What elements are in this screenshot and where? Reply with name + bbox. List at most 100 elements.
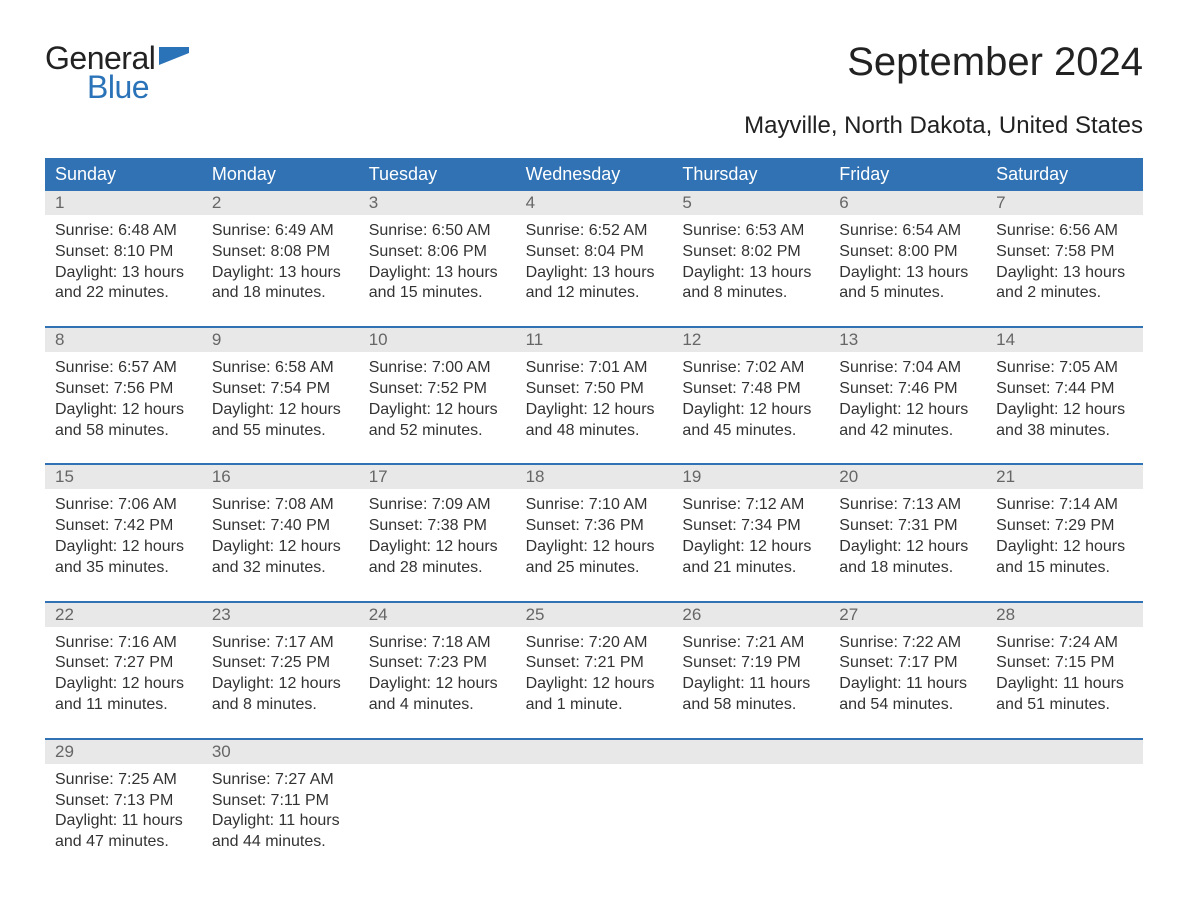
daylight-line-1: Daylight: 13 hours [526, 263, 663, 284]
calendar-cell: 27Sunrise: 7:22 AMSunset: 7:17 PMDayligh… [829, 603, 986, 720]
daylight-line-1: Daylight: 11 hours [996, 674, 1133, 695]
sunrise-line: Sunrise: 7:25 AM [55, 770, 192, 791]
logo: General Blue [45, 40, 189, 106]
sunrise-line: Sunrise: 6:49 AM [212, 221, 349, 242]
cell-body: Sunrise: 6:52 AMSunset: 8:04 PMDaylight:… [516, 215, 673, 308]
calendar-cell: 30Sunrise: 7:27 AMSunset: 7:11 PMDayligh… [202, 740, 359, 857]
daylight-line-2: and 8 minutes. [212, 695, 349, 716]
empty-day-number [829, 740, 986, 764]
sunrise-line: Sunrise: 7:16 AM [55, 633, 192, 654]
day-header-row: SundayMondayTuesdayWednesdayThursdayFrid… [45, 158, 1143, 191]
calendar-cell: 29Sunrise: 7:25 AMSunset: 7:13 PMDayligh… [45, 740, 202, 857]
daylight-line-1: Daylight: 13 hours [996, 263, 1133, 284]
cell-body: Sunrise: 6:58 AMSunset: 7:54 PMDaylight:… [202, 352, 359, 445]
day-header-cell: Monday [202, 158, 359, 191]
sunset-line: Sunset: 7:11 PM [212, 791, 349, 812]
day-number: 9 [202, 328, 359, 352]
daylight-line-1: Daylight: 12 hours [212, 537, 349, 558]
calendar-cell: 16Sunrise: 7:08 AMSunset: 7:40 PMDayligh… [202, 465, 359, 582]
calendar-cell: 3Sunrise: 6:50 AMSunset: 8:06 PMDaylight… [359, 191, 516, 308]
daylight-line-2: and 8 minutes. [682, 283, 819, 304]
sunrise-line: Sunrise: 7:22 AM [839, 633, 976, 654]
daylight-line-2: and 1 minute. [526, 695, 663, 716]
daylight-line-1: Daylight: 12 hours [212, 674, 349, 695]
day-number: 18 [516, 465, 673, 489]
sunset-line: Sunset: 7:15 PM [996, 653, 1133, 674]
sunset-line: Sunset: 7:13 PM [55, 791, 192, 812]
cell-body: Sunrise: 7:25 AMSunset: 7:13 PMDaylight:… [45, 764, 202, 857]
day-number: 24 [359, 603, 516, 627]
day-number: 15 [45, 465, 202, 489]
daylight-line-2: and 2 minutes. [996, 283, 1133, 304]
calendar-cell: 9Sunrise: 6:58 AMSunset: 7:54 PMDaylight… [202, 328, 359, 445]
daylight-line-1: Daylight: 13 hours [212, 263, 349, 284]
day-number: 16 [202, 465, 359, 489]
day-number: 26 [672, 603, 829, 627]
sunrise-line: Sunrise: 6:48 AM [55, 221, 192, 242]
daylight-line-2: and 18 minutes. [212, 283, 349, 304]
sunrise-line: Sunrise: 7:09 AM [369, 495, 506, 516]
cell-body: Sunrise: 7:10 AMSunset: 7:36 PMDaylight:… [516, 489, 673, 582]
day-number: 4 [516, 191, 673, 215]
daylight-line-1: Daylight: 12 hours [526, 537, 663, 558]
calendar-cell: 10Sunrise: 7:00 AMSunset: 7:52 PMDayligh… [359, 328, 516, 445]
day-number: 10 [359, 328, 516, 352]
sunrise-line: Sunrise: 7:08 AM [212, 495, 349, 516]
calendar-cell [829, 740, 986, 857]
sunset-line: Sunset: 7:56 PM [55, 379, 192, 400]
sunrise-line: Sunrise: 7:06 AM [55, 495, 192, 516]
cell-body: Sunrise: 7:21 AMSunset: 7:19 PMDaylight:… [672, 627, 829, 720]
daylight-line-1: Daylight: 12 hours [369, 537, 506, 558]
daylight-line-1: Daylight: 12 hours [526, 674, 663, 695]
cell-body: Sunrise: 6:53 AMSunset: 8:02 PMDaylight:… [672, 215, 829, 308]
daylight-line-1: Daylight: 11 hours [839, 674, 976, 695]
sunset-line: Sunset: 8:00 PM [839, 242, 976, 263]
daylight-line-2: and 52 minutes. [369, 421, 506, 442]
sunset-line: Sunset: 7:44 PM [996, 379, 1133, 400]
daylight-line-1: Daylight: 13 hours [369, 263, 506, 284]
daylight-line-1: Daylight: 12 hours [55, 674, 192, 695]
location-subtitle: Mayville, North Dakota, United States [45, 112, 1143, 140]
calendar-cell: 12Sunrise: 7:02 AMSunset: 7:48 PMDayligh… [672, 328, 829, 445]
sunset-line: Sunset: 7:25 PM [212, 653, 349, 674]
daylight-line-1: Daylight: 12 hours [55, 537, 192, 558]
empty-day-number [359, 740, 516, 764]
daylight-line-2: and 15 minutes. [996, 558, 1133, 579]
sunset-line: Sunset: 7:36 PM [526, 516, 663, 537]
sunrise-line: Sunrise: 7:20 AM [526, 633, 663, 654]
daylight-line-1: Daylight: 12 hours [996, 400, 1133, 421]
sunset-line: Sunset: 8:10 PM [55, 242, 192, 263]
cell-body: Sunrise: 6:48 AMSunset: 8:10 PMDaylight:… [45, 215, 202, 308]
daylight-line-2: and 4 minutes. [369, 695, 506, 716]
day-header-cell: Friday [829, 158, 986, 191]
cell-body: Sunrise: 7:17 AMSunset: 7:25 PMDaylight:… [202, 627, 359, 720]
day-header-cell: Wednesday [516, 158, 673, 191]
empty-day-number [516, 740, 673, 764]
daylight-line-1: Daylight: 12 hours [212, 400, 349, 421]
day-number: 22 [45, 603, 202, 627]
daylight-line-2: and 18 minutes. [839, 558, 976, 579]
day-number: 11 [516, 328, 673, 352]
cell-body: Sunrise: 7:00 AMSunset: 7:52 PMDaylight:… [359, 352, 516, 445]
cell-body: Sunrise: 6:57 AMSunset: 7:56 PMDaylight:… [45, 352, 202, 445]
day-number: 8 [45, 328, 202, 352]
calendar-cell: 14Sunrise: 7:05 AMSunset: 7:44 PMDayligh… [986, 328, 1143, 445]
empty-day-number [672, 740, 829, 764]
sunrise-line: Sunrise: 7:17 AM [212, 633, 349, 654]
day-number: 2 [202, 191, 359, 215]
cell-body: Sunrise: 7:13 AMSunset: 7:31 PMDaylight:… [829, 489, 986, 582]
cell-body: Sunrise: 7:09 AMSunset: 7:38 PMDaylight:… [359, 489, 516, 582]
sunset-line: Sunset: 7:54 PM [212, 379, 349, 400]
sunrise-line: Sunrise: 7:14 AM [996, 495, 1133, 516]
sunrise-line: Sunrise: 6:53 AM [682, 221, 819, 242]
cell-body: Sunrise: 6:50 AMSunset: 8:06 PMDaylight:… [359, 215, 516, 308]
cell-body: Sunrise: 6:49 AMSunset: 8:08 PMDaylight:… [202, 215, 359, 308]
sunset-line: Sunset: 7:29 PM [996, 516, 1133, 537]
day-number: 25 [516, 603, 673, 627]
cell-body: Sunrise: 7:08 AMSunset: 7:40 PMDaylight:… [202, 489, 359, 582]
day-number: 21 [986, 465, 1143, 489]
daylight-line-2: and 5 minutes. [839, 283, 976, 304]
cell-body: Sunrise: 7:22 AMSunset: 7:17 PMDaylight:… [829, 627, 986, 720]
calendar-cell: 21Sunrise: 7:14 AMSunset: 7:29 PMDayligh… [986, 465, 1143, 582]
daylight-line-2: and 47 minutes. [55, 832, 192, 853]
